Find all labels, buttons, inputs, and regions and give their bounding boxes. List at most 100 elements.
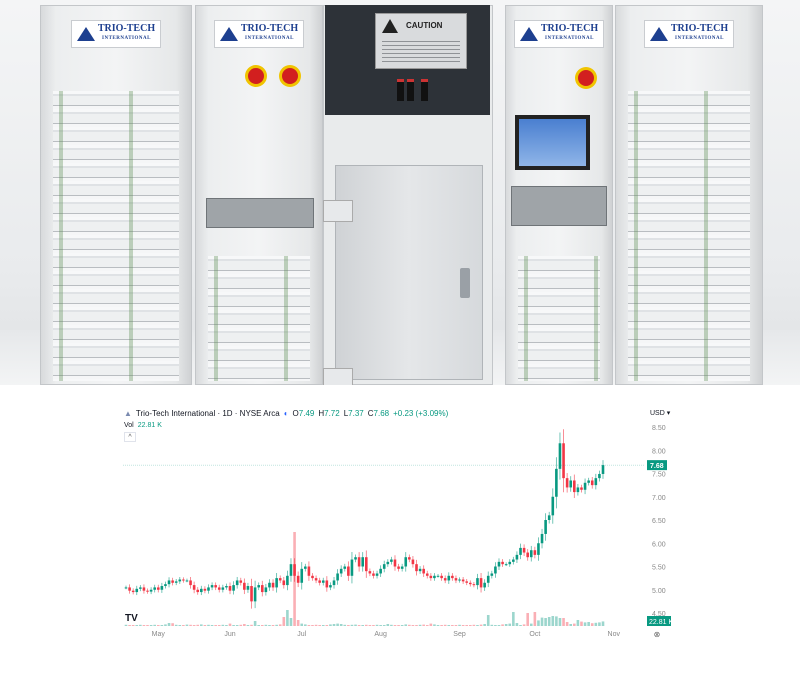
y-tick-label: 7.50: [652, 472, 666, 479]
candle-body: [494, 566, 497, 574]
volume-bar: [321, 625, 325, 626]
candle-body: [601, 465, 605, 474]
candle-body: [314, 578, 318, 581]
volume-bar: [142, 625, 146, 626]
candle-body: [440, 575, 443, 579]
candle-body: [271, 582, 275, 588]
volume-bar: [590, 623, 594, 626]
candle-body: [400, 566, 404, 569]
candle-body: [479, 578, 483, 588]
volume-bar: [275, 624, 278, 626]
volume-bar: [286, 610, 289, 626]
candle-body: [260, 585, 264, 593]
candle-body: [203, 588, 207, 591]
volume-bar: [257, 625, 260, 626]
candle-body: [347, 566, 350, 576]
cabinet-2: TRIO-TECH INTERNATIONAL: [195, 5, 323, 385]
volume-bar: [185, 624, 189, 626]
volume-bar: [221, 624, 225, 626]
cabinet-4: TRIO-TECH INTERNATIONAL: [505, 5, 613, 385]
candle-body: [490, 573, 494, 576]
volume-bar: [304, 624, 307, 626]
volume-bar: [350, 624, 354, 626]
auto-scale-icon[interactable]: ⊗: [654, 630, 661, 639]
candle-body: [336, 573, 339, 581]
candle-body: [357, 557, 361, 567]
candle-body: [350, 559, 354, 576]
candle-body: [390, 559, 393, 562]
volume-bar: [164, 624, 167, 626]
y-tick-label: 8.50: [652, 425, 666, 432]
x-tick-label: May: [152, 631, 166, 638]
close-value: 7.68: [373, 409, 390, 418]
volume-bar: [174, 624, 178, 626]
candle-body: [425, 573, 429, 576]
volume-bar: [515, 623, 519, 626]
emergency-stop: [282, 68, 298, 84]
cabinet-5: TRIO-TECH INTERNATIONAL: [615, 5, 763, 385]
volume-bar: [135, 625, 139, 626]
volume-bar: [131, 625, 135, 626]
candle-body: [529, 550, 533, 558]
trio-tech-logo: TRIO-TECH INTERNATIONAL: [644, 20, 734, 48]
candle-body: [411, 559, 415, 565]
candle-body: [300, 568, 304, 583]
candle-body: [537, 543, 540, 555]
candle-body: [454, 578, 458, 581]
volume-bar: [325, 625, 329, 626]
volume-bar: [372, 625, 375, 626]
volume-bar: [260, 625, 264, 626]
volume-bar: [375, 624, 379, 626]
volume-bar: [529, 623, 533, 626]
volume-bar: [440, 625, 443, 626]
candle-body: [307, 566, 311, 576]
candle-body: [142, 587, 146, 591]
volume-bar: [393, 625, 397, 626]
volume-bar: [390, 624, 393, 626]
candle-body: [469, 582, 472, 585]
volume-bar: [537, 620, 540, 626]
price-plot[interactable]: 8.50 8.00 7.50 7.00 6.50 6.00 5.50 5.00 4.50 7.68…: [0, 385, 800, 676]
candle-body: [250, 586, 253, 602]
candle-body: [124, 587, 128, 589]
volume-bar: [425, 625, 429, 626]
volume-bar: [558, 618, 562, 626]
candle-body: [533, 550, 537, 555]
candle-body: [544, 520, 547, 534]
volume-bar: [397, 625, 400, 626]
candle-body: [393, 559, 397, 567]
currency-selector[interactable]: USD ▾: [650, 410, 671, 417]
candle-body: [289, 564, 293, 576]
candle-body: [228, 586, 232, 591]
candle-body: [372, 573, 375, 576]
candle-body: [472, 584, 476, 586]
volume-bar: [408, 624, 411, 626]
last-volume-badge: [647, 616, 671, 626]
x-tick-label: Jun: [224, 631, 235, 638]
chamber-door: [335, 165, 483, 380]
volume-bar: [146, 625, 149, 626]
volume-bar: [189, 624, 192, 626]
candle-body: [167, 580, 171, 585]
volume-bar: [210, 625, 214, 626]
candle-body: [569, 480, 573, 488]
candle-body: [497, 561, 501, 567]
open-value: 7.49: [298, 409, 315, 418]
candle-body: [436, 575, 440, 577]
candle-body: [321, 580, 325, 583]
volume-bar: [235, 625, 239, 626]
volume-bar: [422, 624, 425, 626]
collapse-legend-button[interactable]: ^: [124, 432, 136, 442]
volume-bar: [343, 624, 347, 626]
candle-body: [207, 587, 210, 591]
volume-bar: [580, 621, 583, 626]
candle-body: [408, 557, 411, 560]
candle-body: [526, 552, 529, 558]
candle-body: [131, 590, 135, 593]
volume-bar: [436, 625, 440, 626]
volume-bar: [501, 624, 504, 626]
volume-bar: [171, 623, 174, 626]
volume-bar: [486, 615, 490, 626]
symbol-title[interactable]: Trio-Tech International · 1D · NYSE Arca: [135, 409, 280, 418]
stock-chart[interactable]: ▲ Trio-Tech International · 1D · NYSE Ar…: [0, 385, 800, 676]
